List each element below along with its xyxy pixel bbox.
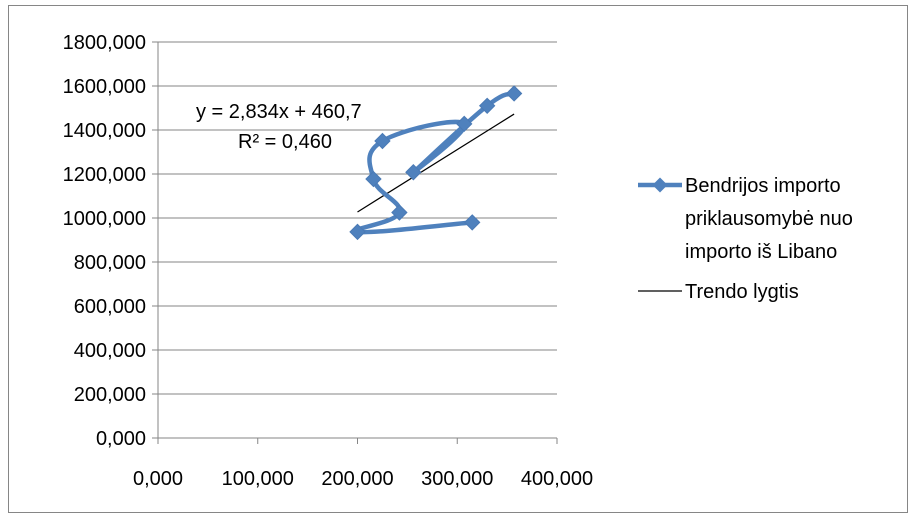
x-tick-label: 300,000 [421, 468, 493, 490]
data-point [456, 115, 473, 133]
y-tick-label: 400,000 [74, 340, 146, 362]
y-tick-label: 1800,000 [63, 32, 146, 54]
x-tick-label: 0,000 [133, 468, 183, 490]
x-tick-label: 100,000 [222, 468, 294, 490]
y-tick-label: 1400,000 [63, 120, 146, 142]
data-point [374, 132, 391, 150]
legend: Bendrijos importo priklausomybė nuo import… [638, 175, 853, 303]
y-tick-label: 200,000 [74, 384, 146, 406]
x-tick-label: 200,000 [321, 468, 393, 490]
x-axis-tick-labels: 0,000 100,000 200,000 300,000 400,000 [133, 468, 593, 490]
data-point [478, 97, 496, 115]
data-point [391, 204, 408, 221]
legend-series-label: priklausomybė nuo [685, 208, 853, 230]
legend-series-marker [652, 177, 668, 193]
data-point [505, 85, 523, 102]
x-tick-label: 400,000 [521, 468, 593, 490]
legend-series-label: importo iš Libano [685, 241, 837, 263]
data-point [405, 164, 422, 181]
y-tick-label: 600,000 [74, 296, 146, 318]
data-point [464, 214, 481, 231]
y-tick-label: 1200,000 [63, 164, 146, 186]
trendline [357, 113, 515, 213]
series-line [352, 91, 516, 235]
axes [152, 41, 558, 444]
y-tick-label: 1600,000 [63, 76, 146, 98]
y-tick-label: 0,000 [96, 428, 146, 450]
r-squared-label: R² = 0,460 [238, 131, 332, 153]
equation-label: y = 2,834x + 460,7 [196, 101, 362, 123]
y-tick-label: 1000,000 [63, 208, 146, 230]
plot-area [349, 85, 523, 241]
y-tick-label: 800,000 [74, 252, 146, 274]
data-point [349, 223, 366, 241]
gridlines [158, 41, 557, 395]
legend-series-label: Bendrijos importo [685, 175, 841, 197]
data-point [365, 170, 382, 188]
trendline-equation: y = 2,834x + 460,7 R² = 0,460 [196, 101, 362, 153]
y-axis-tick-labels: 0,000 200,000 400,000 600,000 800,000 1000,00… [63, 32, 146, 450]
legend-trend-label: Trendo lygtis [685, 281, 799, 303]
